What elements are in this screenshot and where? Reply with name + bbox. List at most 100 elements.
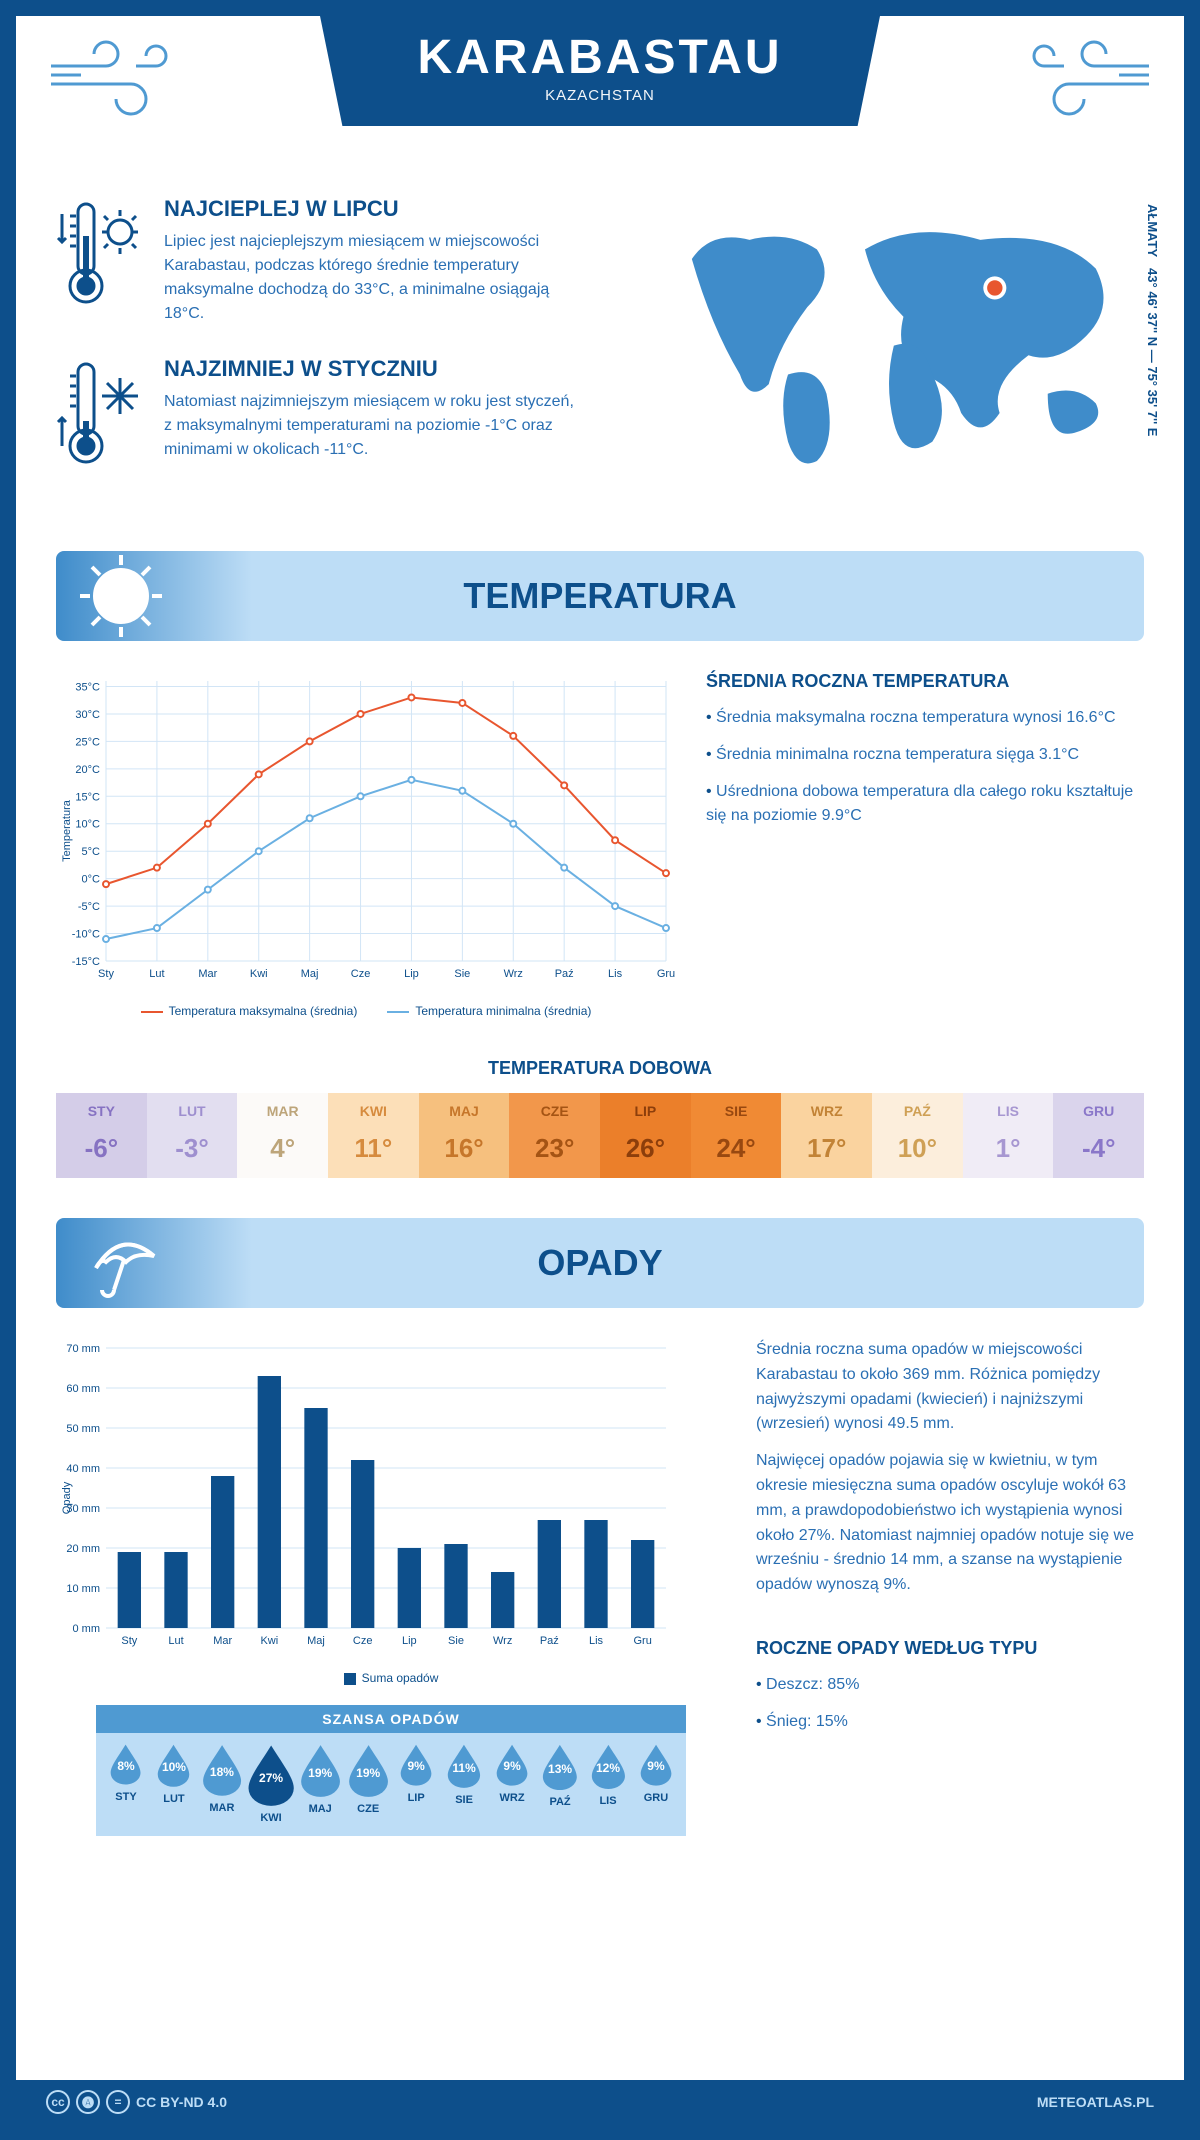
warmest-text: Lipiec jest najcieplejszym miesiącem w m… [164,230,584,326]
svg-text:25°C: 25°C [75,736,100,748]
svg-text:Lis: Lis [608,968,623,980]
daily-temp-table: STY-6°LUT-3°MAR4°KWI11°MAJ16°CZE23°LIP26… [56,1093,1144,1178]
avg-temp-title: ŚREDNIA ROCZNA TEMPERATURA [706,671,1144,692]
footer: cc 🅐 = CC BY-ND 4.0 METEOATLAS.PL [16,2080,1184,2124]
svg-text:Lut: Lut [149,968,164,980]
daily-temp-cell: PAŹ10° [872,1093,963,1178]
site-brand: METEOATLAS.PL [1037,2094,1154,2110]
temperature-line-chart: -15°C-10°C-5°C0°C5°C10°C15°C20°C25°C30°C… [56,671,676,1018]
svg-text:Temperatura: Temperatura [61,799,73,862]
temp-summary-item: Średnia minimalna roczna temperatura się… [706,743,1144,768]
coldest-text: Natomiast najzimniejszym miesiącem w rok… [164,390,584,462]
daily-temp-cell: CZE23° [509,1093,600,1178]
svg-text:Mar: Mar [198,968,217,980]
precipitation-summary: Średnia roczna suma opadów w miejscowośc… [756,1338,1144,1836]
daily-temp-cell: MAR4° [237,1093,328,1178]
precip-text-2: Najwięcej opadów pojawia się w kwietniu,… [756,1449,1144,1598]
svg-text:20 mm: 20 mm [66,1543,100,1555]
warmest-block: NAJCIEPLEJ W LIPCU Lipiec jest najcieple… [56,196,633,326]
svg-text:Maj: Maj [307,1635,325,1647]
daily-temp-cell: LIP26° [600,1093,691,1178]
svg-text:40 mm: 40 mm [66,1463,100,1475]
svg-text:Lip: Lip [404,968,419,980]
daily-temp-cell: WRZ17° [781,1093,872,1178]
temp-summary-item: Średnia maksymalna roczna temperatura wy… [706,706,1144,731]
svg-text:60 mm: 60 mm [66,1383,100,1395]
legend-min: Temperatura minimalna (średnia) [387,1004,591,1018]
svg-text:0 mm: 0 mm [73,1623,101,1635]
coordinates: AŁMATY 43° 46' 37'' N — 75° 35' 7'' E [1145,204,1160,436]
svg-text:Sie: Sie [454,968,470,980]
title-banner: KARABASTAU KAZACHSTAN [320,16,880,126]
svg-text:Cze: Cze [353,1635,373,1647]
license: cc 🅐 = CC BY-ND 4.0 [46,2090,227,2114]
rain-chance-cell: 19% MAJ [296,1743,344,1824]
svg-text:10 mm: 10 mm [66,1583,100,1595]
header: KARABASTAU KAZACHSTAN [16,16,1184,196]
svg-text:Paź: Paź [540,1635,559,1647]
svg-text:Wrz: Wrz [504,968,523,980]
svg-text:Lis: Lis [589,1635,604,1647]
svg-text:Kwi: Kwi [260,1635,278,1647]
thermometer-cold-icon [56,356,146,481]
svg-text:50 mm: 50 mm [66,1423,100,1435]
by-icon: 🅐 [76,2090,100,2114]
nd-icon: = [106,2090,130,2114]
svg-text:Kwi: Kwi [250,968,268,980]
svg-text:5°C: 5°C [82,846,101,858]
svg-text:Gru: Gru [633,1635,651,1647]
svg-text:Mar: Mar [213,1635,232,1647]
rain-chance-cell: 9% LIP [392,1743,440,1824]
section-precipitation: OPADY [56,1218,1144,1308]
daily-temp-cell: KWI11° [328,1093,419,1178]
svg-text:Sty: Sty [121,1635,137,1647]
svg-text:0°C: 0°C [82,874,101,886]
svg-text:70 mm: 70 mm [66,1343,100,1355]
precip-by-type-title: ROCZNE OPADY WEDŁUG TYPU [756,1638,1144,1659]
precipitation-title: OPADY [56,1242,1144,1284]
rain-chance-cell: 18% MAR [198,1743,246,1824]
coord-label: AŁMATY [1145,204,1160,257]
rain-chance-cell: 10% LUT [150,1743,198,1824]
page-title: KARABASTAU [340,30,860,85]
precip-type-item: Deszcz: 85% [756,1673,1144,1698]
world-map: AŁMATY 43° 46' 37'' N — 75° 35' 7'' E [663,196,1144,511]
info-row: NAJCIEPLEJ W LIPCU Lipiec jest najcieple… [16,196,1184,541]
svg-text:-15°C: -15°C [72,956,100,968]
rain-chance-cell: 13% PAŹ [536,1743,584,1824]
legend-precip: Suma opadów [344,1671,439,1685]
daily-temp-cell: SIE24° [691,1093,782,1178]
cc-icon: cc [46,2090,70,2114]
svg-text:Opady: Opady [61,1481,73,1514]
precip-type-item: Śnieg: 15% [756,1710,1144,1735]
rain-chance-cell: 8% STY [102,1743,150,1824]
daily-temp-title: TEMPERATURA DOBOWA [56,1058,1144,1079]
svg-text:Maj: Maj [301,968,319,980]
daily-temp-cell: STY-6° [56,1093,147,1178]
svg-text:Lip: Lip [402,1635,417,1647]
svg-text:30°C: 30°C [75,709,100,721]
temperature-summary: ŚREDNIA ROCZNA TEMPERATURA Średnia maksy… [706,671,1144,1018]
daily-temp-cell: GRU-4° [1053,1093,1144,1178]
rain-chance-cell: 19% CZE [344,1743,392,1824]
svg-text:-5°C: -5°C [78,901,100,913]
svg-text:Wrz: Wrz [493,1635,512,1647]
svg-text:Lut: Lut [168,1635,183,1647]
svg-text:Sty: Sty [98,968,114,980]
rain-chance-cell: 11% SIE [440,1743,488,1824]
svg-text:Sie: Sie [448,1635,464,1647]
section-temperature: TEMPERATURA [56,551,1144,641]
coldest-title: NAJZIMNIEJ W STYCZNIU [164,356,584,382]
rain-chance-cell: 27% KWI [246,1743,296,1824]
svg-text:10°C: 10°C [75,819,100,831]
precip-text-1: Średnia roczna suma opadów w miejscowośc… [756,1338,1144,1437]
svg-text:35°C: 35°C [75,681,100,693]
page-subtitle: KAZACHSTAN [340,87,860,104]
precipitation-bar-chart: 0 mm10 mm20 mm30 mm40 mm50 mm60 mm70 mmS… [56,1338,726,1836]
rain-chance-cell: 9% WRZ [488,1743,536,1824]
legend-max: Temperatura maksymalna (średnia) [141,1004,358,1018]
daily-temp-cell: MAJ16° [419,1093,510,1178]
svg-text:Paź: Paź [555,968,574,980]
rain-chance-title: SZANSA OPADÓW [96,1705,686,1733]
wind-icon [46,36,186,131]
